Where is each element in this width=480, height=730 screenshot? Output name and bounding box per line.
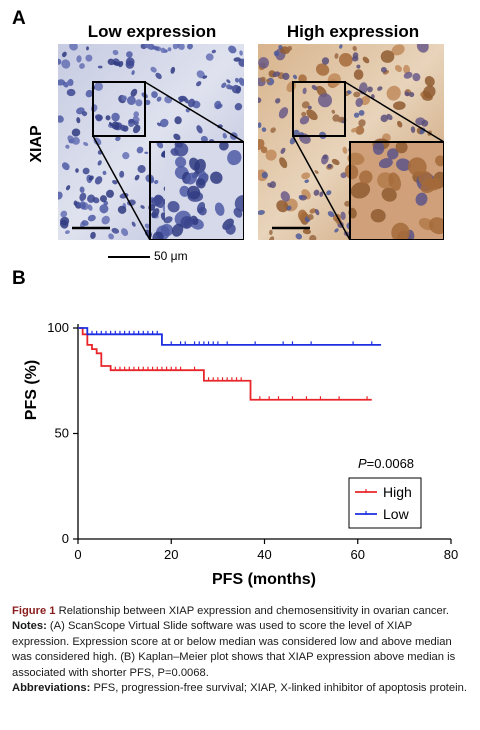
figure-label: Figure 1 [12,605,56,617]
km-curve-low [78,327,382,346]
legend-label-low: Low [383,506,410,522]
km-chart: 0 20 40 60 80 0 50 100 PFS (%) PFS (months) P=0… [23,320,458,588]
x-tick-label: 0 [74,547,81,562]
x-axis-label: PFS (months) [212,571,316,588]
km-curve-high [78,327,372,401]
caption-title: Figure 1 Relationship between XIAP expre… [12,604,470,619]
low-expression-micrograph [58,44,244,240]
figure-title: Relationship between XIAP expression and… [58,605,449,617]
notes-label: Notes: [12,620,47,633]
y-tick-label: 100 [47,320,69,335]
panel-a-letter: A [12,8,26,29]
panel-b-letter: B [12,268,26,289]
y-axis-label: PFS (%) [23,360,40,420]
xiap-row-label: XIAP [28,125,45,163]
notes-text: (A) ScanScope Virtual Slide software was… [12,620,456,679]
y-tick-label: 50 [55,426,69,441]
high-expression-title: High expression [286,22,420,41]
abbreviations-label: Abbreviations: [12,682,91,695]
scale-bar [108,256,150,258]
x-tick-label: 40 [257,547,271,562]
x-tick-label: 20 [164,547,178,562]
legend-box [348,477,422,529]
x-tick-label: 60 [351,547,365,562]
scale-label: 50 μm [154,249,188,263]
legend: High Low [348,477,422,529]
low-expression-title: Low expression [87,22,217,41]
caption-abbreviations: Abbreviations: PFS, progression-free sur… [12,681,470,696]
figure-caption: Figure 1 Relationship between XIAP expre… [12,604,470,696]
high-expression-micrograph [258,44,444,240]
x-tick-label: 80 [444,547,458,562]
caption-notes: Notes: (A) ScanScope Virtual Slide softw… [12,619,470,681]
legend-label-high: High [383,484,412,500]
p-value: P=0.0068 [358,456,414,471]
y-tick-label: 0 [62,531,69,546]
abbreviations-text: PFS, progression-free survival; XIAP, X-… [93,682,467,695]
